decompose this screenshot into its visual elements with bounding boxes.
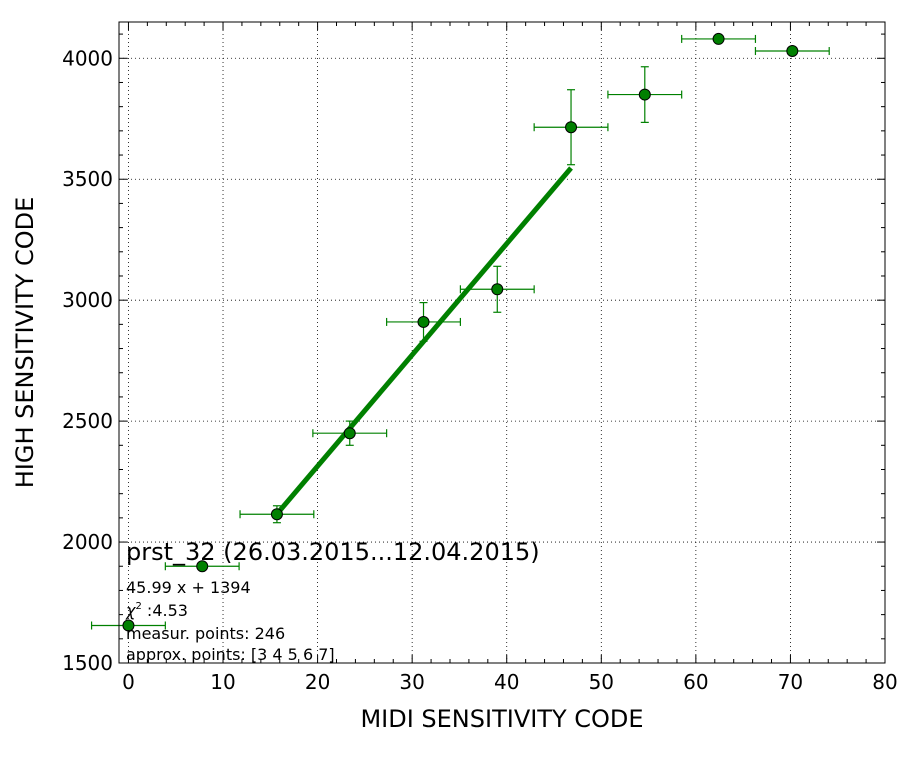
data-point: [164, 560, 240, 573]
y-tick-label: 2500: [62, 409, 113, 433]
data-point: [533, 89, 609, 166]
y-tick-label: 3500: [62, 167, 113, 191]
data-point: [90, 619, 166, 632]
point-marker: [270, 508, 283, 521]
chi-superscript: 2: [135, 601, 141, 612]
annotation-block: prst_32 (26.03.2015...12.04.2015) 45.99 …: [125, 538, 540, 664]
data-point: [459, 265, 535, 313]
point-marker: [122, 619, 135, 632]
x-tick-label: 80: [872, 670, 897, 694]
plot-frame: [118, 21, 886, 664]
point-marker: [343, 427, 356, 440]
data-point: [386, 301, 461, 342]
data-point: [754, 45, 830, 58]
x-tick-label: 10: [210, 670, 235, 694]
x-tick-label: 0: [122, 670, 135, 694]
point-marker: [491, 283, 504, 296]
annotation-title: prst_32 (26.03.2015...12.04.2015): [126, 538, 540, 566]
data-point: [607, 66, 683, 123]
chi-symbol: χ: [125, 601, 136, 620]
y-axis-label: HIGH SENSITIVITY CODE: [11, 197, 39, 489]
point-marker: [196, 560, 209, 573]
chi-value: :4.53: [142, 601, 188, 620]
y-tick-label: 4000: [62, 46, 113, 70]
x-axis-label: MIDI SENSITIVITY CODE: [360, 705, 643, 733]
data-point: [312, 420, 388, 446]
data-points: [90, 32, 830, 632]
x-tick-label: 60: [683, 670, 708, 694]
point-marker: [638, 88, 651, 101]
annotation-chi-square: χ2 :4.53: [125, 601, 188, 620]
y-tick-label: 3000: [62, 288, 113, 312]
x-tick-label: 30: [399, 670, 424, 694]
data-point: [239, 505, 315, 524]
point-marker: [417, 315, 430, 328]
x-tick-label: 70: [778, 670, 803, 694]
point-marker: [565, 121, 578, 134]
y-tick-label: 2000: [62, 530, 113, 554]
point-marker: [712, 32, 725, 45]
minor-ticks: [119, 22, 885, 663]
x-tick-label: 20: [305, 670, 330, 694]
annotation-measured-points: measur. points: 246: [126, 624, 285, 643]
point-marker: [786, 45, 799, 58]
x-tick-label: 40: [494, 670, 519, 694]
y-tick-label: 1500: [62, 651, 113, 675]
data-point: [681, 32, 757, 45]
annotation-fit-formula: 45.99 x + 1394: [126, 578, 251, 597]
ticks: 0 10 20 30 40 50 60 70 80 1500 2000 2500 3000 3500 400…: [62, 22, 898, 694]
x-tick-label: 50: [589, 670, 614, 694]
annotation-approx-points: approx. points: [3 4 5 6 7]: [126, 645, 335, 664]
